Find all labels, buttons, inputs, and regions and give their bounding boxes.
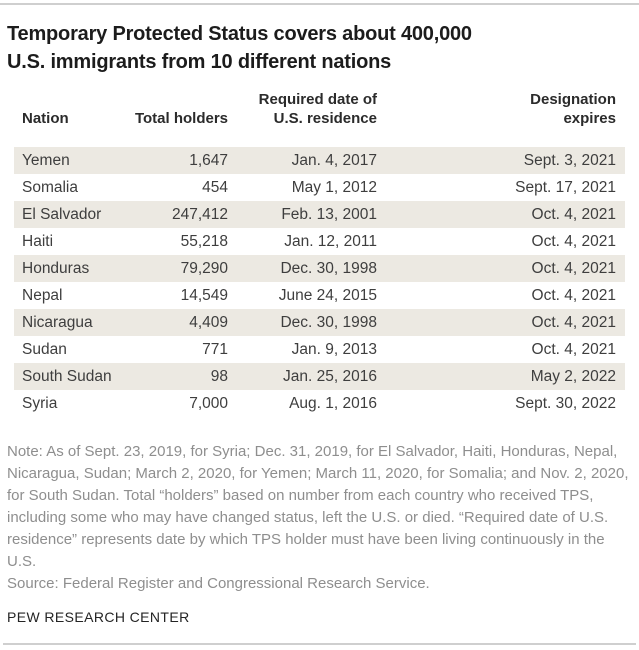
residence-date-cell: Jan. 9, 2013 [291,340,377,358]
content-area: Temporary Protected Status covers about … [0,20,639,625]
residence-date-cell: June 24, 2015 [278,286,377,304]
page-title-line-2: U.S. immigrants from 10 different nation… [7,51,392,73]
holders-cell: 1,647 [189,151,228,169]
column-header-nation: Nation [22,110,69,127]
column-header-total-holders: Total holders [134,110,228,127]
holders-cell: 14,549 [180,286,228,304]
residence-date-cell: Aug. 1, 2016 [289,394,377,412]
holders-cell: 454 [202,178,228,196]
holders-cell: 247,412 [171,205,228,223]
residence-date-cell: Dec. 30, 1998 [280,259,377,277]
nation-cell: Haiti [22,232,54,250]
table-row: Nicaragua 4,409 Dec. 30, 1998 Oct. 4, 2021 [14,309,625,336]
nation-cell: Yemen [22,151,70,169]
table-row: El Salvador 247,412 Feb. 13, 2001 Oct. 4, 2… [14,201,625,228]
residence-date-cell: Feb. 13, 2001 [281,205,377,223]
table-header: Nation Total holders Required date of U.… [14,90,625,147]
nation-cell: Nicaragua [22,313,93,331]
table-row: South Sudan 98 Jan. 25, 2016 May 2, 2022 [14,363,625,390]
expires-cell: Oct. 4, 2021 [531,286,616,304]
residence-date-cell: Jan. 25, 2016 [283,367,377,385]
nation-cell: Nepal [22,286,63,304]
residence-date-cell: Jan. 4, 2017 [291,151,377,169]
nation-cell: Honduras [22,259,90,277]
expires-cell: Oct. 4, 2021 [531,232,616,250]
holders-cell: 55,218 [180,232,228,250]
holders-cell: 4,409 [189,313,228,331]
residence-date-cell: May 1, 2012 [291,178,377,196]
expires-cell: Oct. 4, 2021 [531,313,616,331]
table-header-row: Nation Total holders Required date of U.… [14,90,625,147]
holders-cell: 771 [202,340,228,358]
source-text: Source: Federal Register and Congression… [7,575,430,592]
nation-cell: Sudan [22,340,67,358]
nation-cell: South Sudan [22,367,112,385]
expires-cell: Oct. 4, 2021 [531,205,616,223]
table-row: Yemen 1,647 Jan. 4, 2017 Sept. 3, 2021 [14,147,625,174]
residence-date-cell: Dec. 30, 1998 [280,313,377,331]
expires-cell: Sept. 17, 2021 [515,178,616,196]
table-row: Haiti 55,218 Jan. 12, 2011 Oct. 4, 2021 [14,228,625,255]
tps-table: Nation Total holders Required date of U.… [14,90,625,417]
holders-cell: 7,000 [189,394,228,412]
footer-brand: PEW RESEARCH CENTER [7,609,190,625]
expires-cell: Oct. 4, 2021 [531,340,616,358]
bottom-divider [3,643,636,645]
holders-cell: 98 [210,367,228,385]
nation-cell: El Salvador [22,205,102,223]
nation-cell: Syria [22,394,58,412]
table-row: Honduras 79,290 Dec. 30, 1998 Oct. 4, 2021 [14,255,625,282]
holders-cell: 79,290 [180,259,228,277]
page-title: Temporary Protected Status covers about … [7,20,632,76]
expires-cell: May 2, 2022 [530,367,616,385]
top-divider [0,3,639,5]
expires-cell: Oct. 4, 2021 [531,259,616,277]
expires-cell: Sept. 30, 2022 [515,394,616,412]
expires-cell: Sept. 3, 2021 [523,151,616,169]
column-header-residence-date: Required date of U.S. residence [258,91,377,127]
residence-date-cell: Jan. 12, 2011 [284,232,377,250]
page-title-line-1: Temporary Protected Status covers about … [7,23,472,45]
table-row: Nepal 14,549 June 24, 2015 Oct. 4, 2021 [14,282,625,309]
table-row: Sudan 771 Jan. 9, 2013 Oct. 4, 2021 [14,336,625,363]
note-text: Note: As of Sept. 23, 2019, for Syria; D… [7,443,629,570]
table-row: Somalia 454 May 1, 2012 Sept. 17, 2021 [14,174,625,201]
column-header-designation-expires: Designation expires [530,91,616,127]
table-body: Yemen 1,647 Jan. 4, 2017 Sept. 3, 2021 Somal… [14,147,625,417]
nation-cell: Somalia [22,178,78,196]
table-row: Syria 7,000 Aug. 1, 2016 Sept. 30, 2022 [14,390,625,417]
